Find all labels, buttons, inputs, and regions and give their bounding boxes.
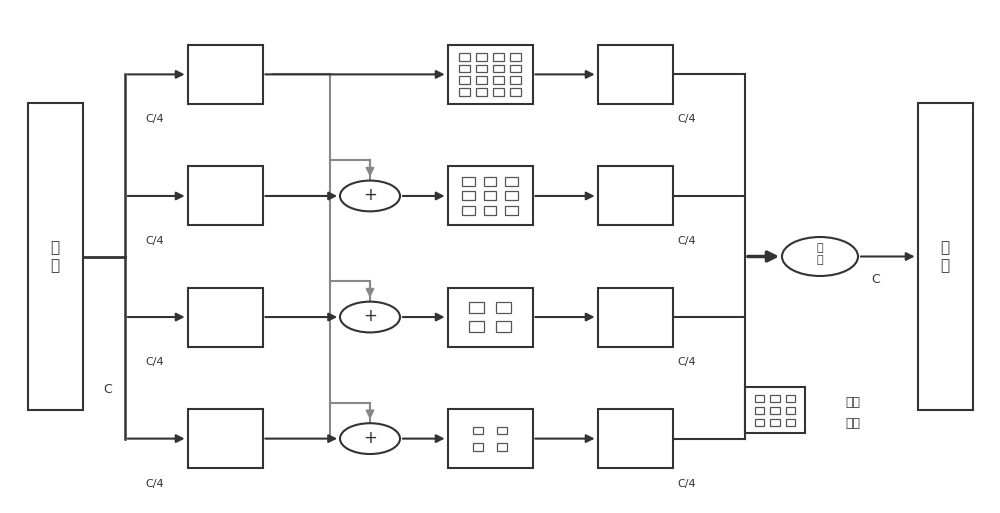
Bar	[510, 76, 521, 84]
Bar	[188, 409, 262, 468]
Bar	[770, 419, 780, 426]
Bar	[469, 302, 484, 313]
Bar	[473, 427, 483, 434]
Text: 卷积: 卷积	[845, 417, 860, 430]
Bar	[493, 65, 504, 72]
Bar	[476, 76, 487, 84]
Bar	[448, 166, 532, 226]
Circle shape	[340, 302, 400, 332]
Bar	[484, 176, 496, 186]
Text: +: +	[363, 186, 377, 204]
Bar	[598, 45, 672, 104]
Bar	[510, 53, 521, 61]
Bar	[496, 321, 511, 332]
Text: C/4: C/4	[678, 357, 696, 367]
Bar	[476, 88, 487, 96]
Bar	[505, 176, 518, 186]
Bar	[510, 88, 521, 96]
Bar	[462, 176, 475, 186]
Bar	[755, 407, 764, 414]
Bar	[459, 53, 470, 61]
Bar	[786, 407, 795, 414]
Bar	[448, 409, 532, 468]
Text: C/4: C/4	[146, 114, 164, 124]
Text: 拼
接: 拼 接	[817, 243, 823, 265]
Bar	[188, 287, 262, 347]
Bar	[755, 395, 764, 402]
Text: 输
入: 输 入	[50, 240, 60, 273]
Text: C/4: C/4	[146, 236, 164, 246]
Bar	[448, 45, 532, 104]
Text: 空洞: 空洞	[845, 396, 860, 409]
Text: C/4: C/4	[146, 357, 164, 367]
Text: C: C	[103, 383, 112, 397]
Circle shape	[782, 237, 858, 276]
Bar	[493, 88, 504, 96]
Bar	[459, 65, 470, 72]
Bar	[510, 65, 521, 72]
Bar	[188, 166, 262, 226]
Bar	[469, 321, 484, 332]
Bar	[493, 76, 504, 84]
Bar	[918, 103, 972, 410]
Bar	[745, 387, 805, 433]
Bar	[497, 443, 507, 450]
Text: C/4: C/4	[146, 479, 164, 488]
Text: C/4: C/4	[678, 479, 696, 488]
Circle shape	[340, 181, 400, 211]
Circle shape	[340, 423, 400, 454]
Bar	[188, 45, 262, 104]
Bar	[459, 76, 470, 84]
Bar	[598, 287, 672, 347]
Bar	[770, 407, 780, 414]
Bar	[786, 419, 795, 426]
Text: +: +	[363, 428, 377, 447]
Text: C/4: C/4	[678, 236, 696, 246]
Bar	[459, 88, 470, 96]
Bar	[598, 409, 672, 468]
Bar	[473, 443, 483, 450]
Bar	[462, 191, 475, 201]
Bar	[496, 302, 511, 313]
Bar	[505, 206, 518, 215]
Bar	[476, 65, 487, 72]
Bar	[598, 166, 672, 226]
Bar	[484, 191, 496, 201]
Bar	[755, 419, 764, 426]
Bar	[462, 206, 475, 215]
Bar	[484, 206, 496, 215]
Bar	[786, 395, 795, 402]
Bar	[28, 103, 82, 410]
Bar	[493, 53, 504, 61]
Text: +: +	[363, 307, 377, 325]
Bar	[497, 427, 507, 434]
Bar	[770, 395, 780, 402]
Bar	[505, 191, 518, 201]
Bar	[448, 287, 532, 347]
Text: 输
出: 输 出	[940, 240, 950, 273]
Text: C/4: C/4	[678, 114, 696, 124]
Text: C: C	[872, 273, 880, 286]
Bar	[476, 53, 487, 61]
